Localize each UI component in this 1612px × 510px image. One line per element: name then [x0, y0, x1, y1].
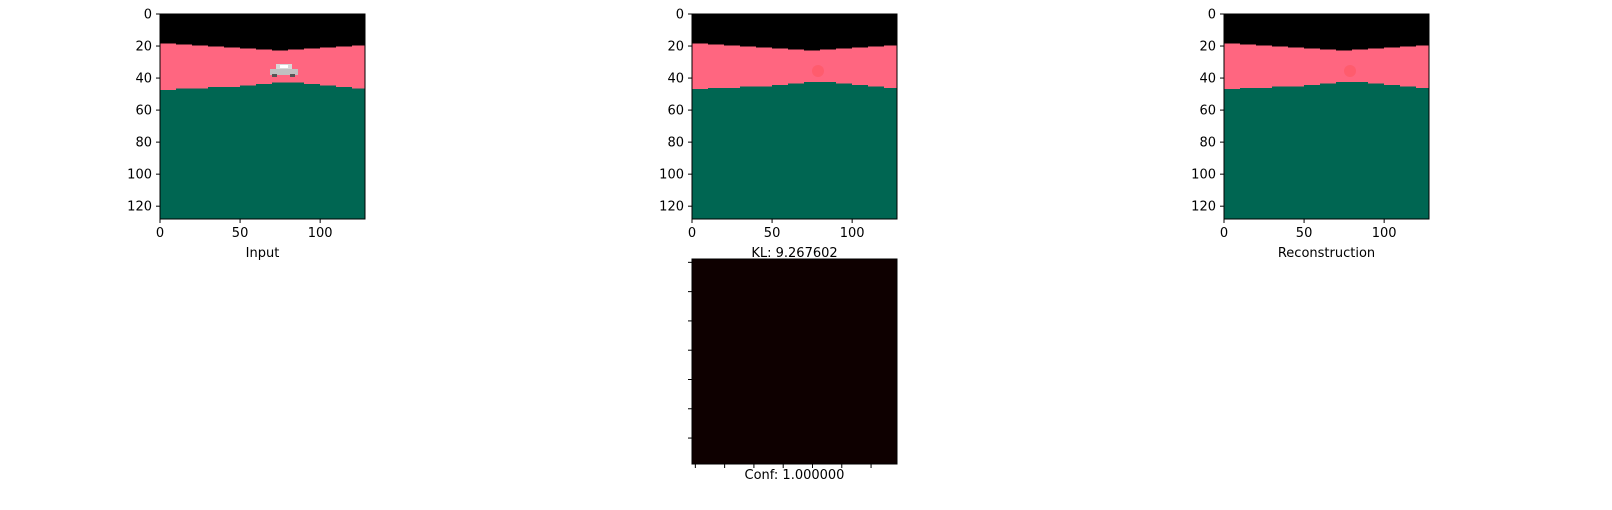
- reconstruction-ticks: 0 50 100 0 20 40 60 80 100 120: [1191, 8, 1396, 242]
- kl-panel: 0 50 100 0 20 40 60 80 100 120 KL: 9.267602: [659, 8, 898, 261]
- y-tick-label: 20: [1199, 40, 1216, 55]
- y-tick-label: 80: [667, 136, 684, 151]
- confidence-frame: [691, 258, 898, 465]
- y-tick-label: 60: [135, 104, 152, 119]
- x-tick-label: 50: [1296, 226, 1313, 241]
- y-tick-label: 0: [1208, 8, 1216, 23]
- x-tick-label: 100: [308, 226, 333, 241]
- reconstruction-frame: [1223, 13, 1430, 220]
- y-tick-label: 40: [1199, 72, 1216, 87]
- y-tick-label: 120: [127, 200, 152, 215]
- input-ticks: 0 50 100 0 20 40 60 80 100 120: [127, 8, 332, 242]
- y-tick-label: 0: [144, 8, 152, 23]
- confidence-xlabel: Conf: 1.000000: [745, 468, 845, 483]
- y-tick-label: 80: [1199, 136, 1216, 151]
- input-panel: 0 50 100 0 20 40 60 80 100 120 Input: [127, 8, 366, 261]
- y-tick-label: 60: [1199, 104, 1216, 119]
- confidence-panel: Conf: 1.000000: [688, 258, 898, 483]
- x-tick-label: 50: [764, 226, 781, 241]
- x-tick-label: 0: [688, 226, 696, 241]
- y-tick-label: 120: [1191, 200, 1216, 215]
- x-tick-label: 0: [156, 226, 164, 241]
- y-tick-label: 100: [659, 168, 684, 183]
- input-image: [160, 14, 365, 219]
- y-tick-label: 20: [667, 40, 684, 55]
- input-frame: [159, 13, 366, 220]
- x-tick-label: 100: [840, 226, 865, 241]
- y-tick-label: 120: [659, 200, 684, 215]
- y-tick-label: 100: [1191, 168, 1216, 183]
- input-xlabel: Input: [246, 246, 280, 261]
- confidence-ticks: [688, 261, 872, 468]
- y-tick-label: 20: [135, 40, 152, 55]
- kl-xlabel: KL: 9.267602: [751, 246, 837, 261]
- y-tick-label: 80: [135, 136, 152, 151]
- x-tick-label: 100: [1372, 226, 1397, 241]
- kl-blob: [812, 65, 824, 77]
- y-tick-label: 40: [667, 72, 684, 87]
- x-tick-label: 50: [232, 226, 249, 241]
- x-tick-label: 0: [1220, 226, 1228, 241]
- confidence-heatmap: [692, 259, 897, 464]
- y-tick-label: 60: [667, 104, 684, 119]
- y-tick-label: 100: [127, 168, 152, 183]
- y-tick-label: 40: [135, 72, 152, 87]
- kl-frame: [691, 13, 898, 220]
- y-tick-label: 0: [676, 8, 684, 23]
- reconstruction-blob: [1344, 65, 1356, 77]
- reconstruction-image: [1224, 14, 1429, 219]
- car-sprite: [270, 64, 298, 77]
- kl-ticks: 0 50 100 0 20 40 60 80 100 120: [659, 8, 864, 242]
- kl-image: [692, 14, 897, 219]
- reconstruction-panel: 0 50 100 0 20 40 60 80 100 120 Reconstruction: [1191, 8, 1430, 261]
- reconstruction-xlabel: Reconstruction: [1278, 246, 1375, 261]
